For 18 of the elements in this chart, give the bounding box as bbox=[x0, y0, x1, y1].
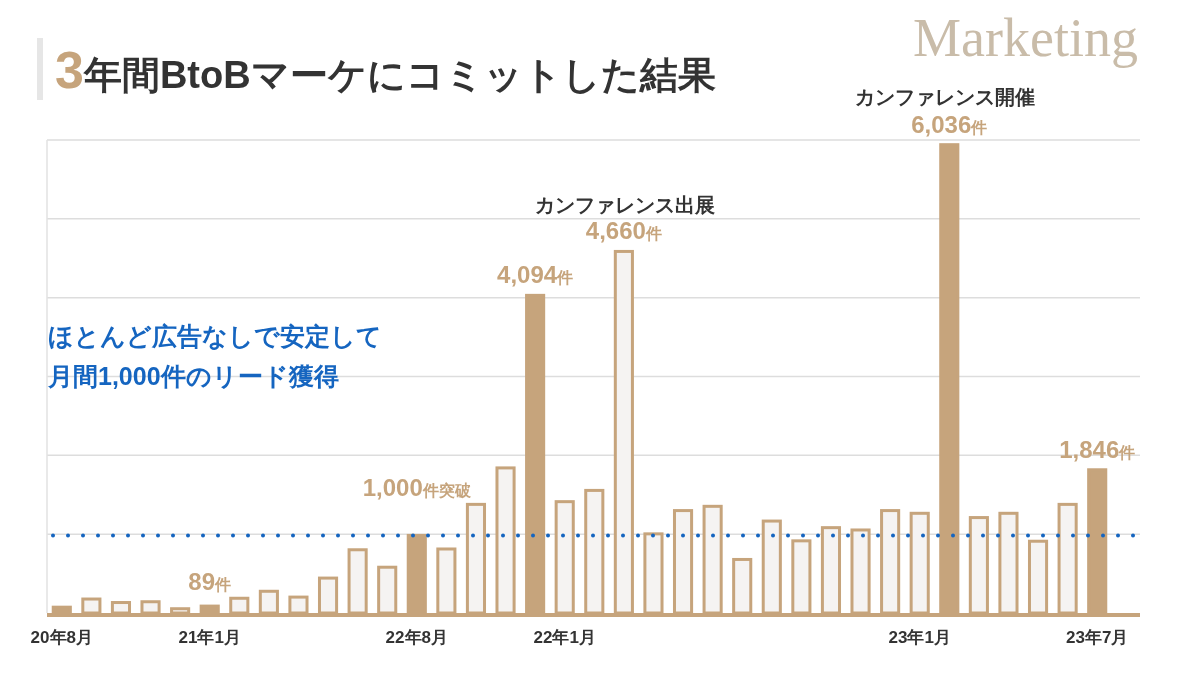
annotation: カンファレンス出展 bbox=[535, 194, 715, 216]
x-tick-label: 22年8月 bbox=[385, 628, 448, 647]
data-label: 6,036件 bbox=[911, 110, 988, 138]
x-tick-label: 23年7月 bbox=[1066, 628, 1129, 647]
x-tick-label: 20年8月 bbox=[30, 628, 93, 647]
x-tick-label: 22年1月 bbox=[533, 628, 596, 647]
annotation: ほとんど広告なしで安定して bbox=[48, 322, 382, 350]
x-tick-label: 21年1月 bbox=[178, 628, 241, 647]
annotation: 月間1,000件のリード獲得 bbox=[47, 362, 339, 390]
data-label: 1,846件 bbox=[1059, 435, 1136, 463]
x-tick-label: 23年1月 bbox=[888, 628, 951, 647]
data-label: 4,094件 bbox=[497, 261, 574, 289]
data-label: 4,660件 bbox=[585, 217, 662, 245]
data-label: 89件 bbox=[188, 568, 232, 596]
data-label: 1,000件突破 bbox=[362, 474, 472, 502]
chart-title: 3年間BtoBマーケにコミットした結果 bbox=[55, 41, 716, 99]
text: カンファレンス開催 bbox=[855, 86, 1035, 108]
text: Marketing bbox=[913, 8, 1138, 68]
